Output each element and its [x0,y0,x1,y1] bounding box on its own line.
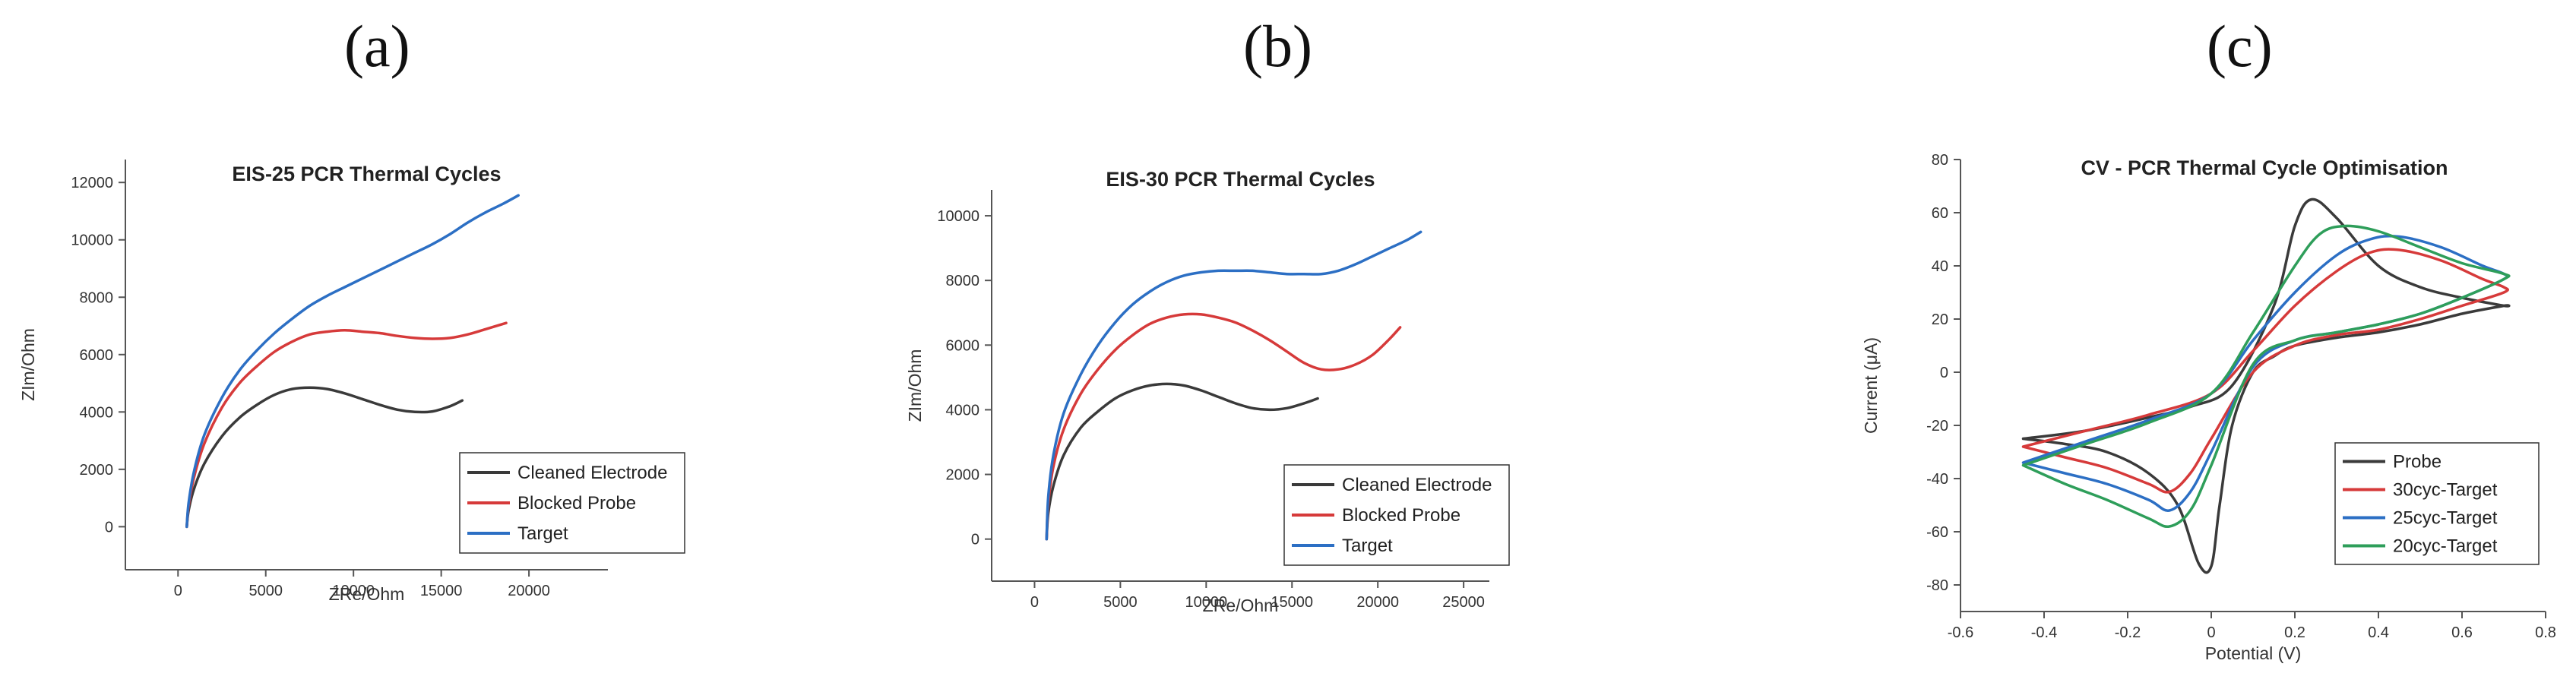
y-tick-label: 0 [1940,365,1948,381]
x-tick-label: -0.4 [2031,624,2057,641]
legend-label-1: Probe [2393,452,2442,473]
x-tick-label: 10000 [332,583,375,599]
y-axis-title: ZIm/Ohm [905,349,925,422]
x-tick-label: 0.8 [2535,624,2556,641]
y-tick-label: 12000 [71,175,113,191]
y-tick-label: 4000 [80,404,114,421]
y-axis-title: Current (μA) [1861,337,1881,434]
y-tick-label: 8000 [946,273,980,289]
series-line-1 [1045,382,1319,541]
series-line-1 [185,386,464,529]
legend-box [2334,442,2540,565]
legend-label-4: 20cyc-Target [2393,536,2498,557]
y-tick-label: 6000 [80,347,114,364]
chart-title: EIS-25 PCR Thermal Cycles [232,163,501,185]
y-tick-label: 4000 [946,402,980,419]
x-tick-label: 0.4 [2368,624,2389,641]
y-tick-label: 40 [1932,258,1948,275]
y-tick-label: 10000 [937,208,979,225]
y-tick-label: 2000 [80,462,114,479]
y-tick-label: -80 [1926,577,1948,594]
y-tick-label: 0 [971,532,979,548]
series-line-2 [1045,312,1402,541]
series-line-2 [185,321,508,529]
y-axis-title: ZIm/Ohm [18,328,38,401]
x-tick-label: 0 [1030,594,1039,611]
legend-label-2: 30cyc-Target [2393,480,2498,501]
legend-label-2: Blocked Probe [517,493,636,514]
chart-title: EIS-30 PCR Thermal Cycles [1106,168,1375,191]
x-tick-label: 5000 [248,583,283,599]
x-tick-label: 20000 [508,583,550,599]
x-axis-title: ZRe/Ohm [1203,596,1279,615]
x-tick-label: 20000 [1356,594,1399,611]
y-tick-label: 80 [1932,152,1948,169]
series-line-4 [2021,224,2511,529]
legend-label-3: Target [1342,536,1393,556]
y-tick-label: 8000 [80,289,114,306]
x-tick-label: 15000 [420,583,463,599]
chart-b-eis-30: 0 2000 4000 6000 8000 10000 0 5000 10000 15000 200… [905,168,1510,615]
y-tick-label: 2000 [946,467,980,484]
y-tick-label: 10000 [71,232,113,249]
legend-label-1: Cleaned Electrode [517,463,667,483]
y-tick-label: -60 [1926,524,1948,541]
x-tick-label: 10000 [1185,594,1228,611]
legend-label-2: Blocked Probe [1342,505,1460,526]
series-line-3 [1045,230,1422,541]
x-tick-label: 0 [2207,624,2215,641]
x-tick-label: 15000 [1271,594,1313,611]
series-line-3 [185,194,520,529]
legend-label-3: 25cyc-Target [2393,508,2498,529]
series-line-2 [2021,248,2510,494]
y-tick-label: 0 [105,519,113,536]
x-tick-label: 0.6 [2451,624,2473,641]
legend-label-1: Cleaned Electrode [1342,475,1492,495]
panel-label-a: (a) [344,13,410,79]
panel-label-b: (b) [1243,13,1312,79]
chart-a-eis-25: 0 2000 4000 6000 8000 10000 12000 0 5000 10000 150… [18,160,685,604]
chart-title: CV - PCR Thermal Cycle Optimisation [2081,156,2448,179]
panel-label-c: (c) [2207,13,2273,79]
x-tick-label: -0.6 [1948,624,1973,641]
y-tick-label: 60 [1932,205,1948,222]
y-tick-label: 20 [1932,311,1948,328]
x-tick-label: 0 [174,583,182,599]
chart-c-cv: -80 -60 -40 -20 0 20 40 60 80 -0.6 -0.4 -0.2 0 0.2 0.4… [1861,152,2556,663]
x-tick-label: 25000 [1442,594,1485,611]
y-tick-label: -40 [1926,471,1948,488]
legend-label-3: Target [517,523,568,544]
y-tick-label: -20 [1926,418,1948,435]
x-tick-label: -0.2 [2115,624,2141,641]
x-axis-title: ZRe/Ohm [329,584,405,604]
x-tick-label: 5000 [1103,594,1138,611]
x-axis-title: Potential (V) [2205,643,2302,663]
y-tick-label: 6000 [946,337,980,354]
x-tick-label: 0.2 [2284,624,2305,641]
